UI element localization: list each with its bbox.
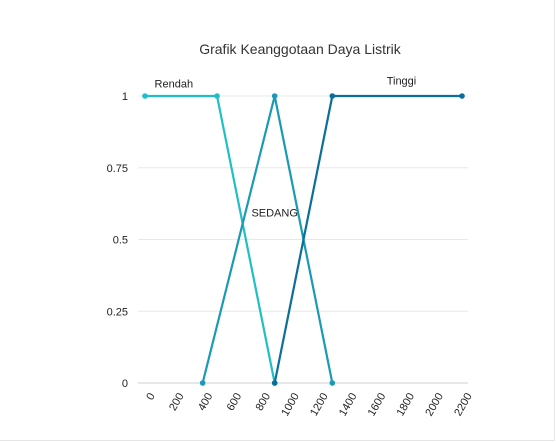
y-tick-label: 0.5 (113, 235, 128, 247)
data-point (214, 93, 220, 99)
x-tick-label: 600 (225, 391, 245, 413)
data-point (271, 93, 278, 99)
x-tick-label: 400 (196, 391, 216, 413)
series-label: Rendah (155, 78, 194, 90)
x-tick-label: 1800 (395, 391, 418, 418)
series-labels: Rendah SEDANG Tinggi (155, 76, 417, 220)
data-point (199, 380, 206, 386)
y-tick-label: 0 (122, 378, 128, 390)
x-tick-label: 2200 (452, 391, 475, 418)
data-point (329, 380, 336, 386)
y-axis-ticks: 0 0.25 0.5 0.75 1 (107, 91, 128, 390)
series-points (142, 93, 465, 386)
x-tick-label: 800 (254, 391, 274, 413)
chart-title: Grafik Keanggotaan Daya Listrik (199, 41, 402, 57)
x-axis-ticks: 0 200 400 600 800 1000 1200 1400 1600 1800 2000 220… (144, 391, 474, 418)
data-point (271, 380, 278, 386)
series-label: Tinggi (387, 76, 417, 88)
y-tick-label: 1 (122, 91, 128, 103)
x-tick-label: 1600 (366, 391, 389, 418)
x-tick-label: 200 (167, 391, 187, 413)
x-tick-label: 2000 (423, 391, 446, 418)
data-point (329, 93, 336, 99)
x-tick-label: 1400 (337, 391, 360, 418)
y-tick-label: 0.25 (107, 306, 128, 318)
x-tick-label: 1200 (308, 391, 331, 418)
series-label: SEDANG (251, 208, 297, 220)
data-point (459, 93, 465, 99)
y-tick-label: 0.75 (107, 163, 128, 175)
x-tick-label: 1000 (279, 391, 302, 418)
data-point (142, 93, 148, 99)
x-tick-label: 0 (144, 391, 157, 402)
